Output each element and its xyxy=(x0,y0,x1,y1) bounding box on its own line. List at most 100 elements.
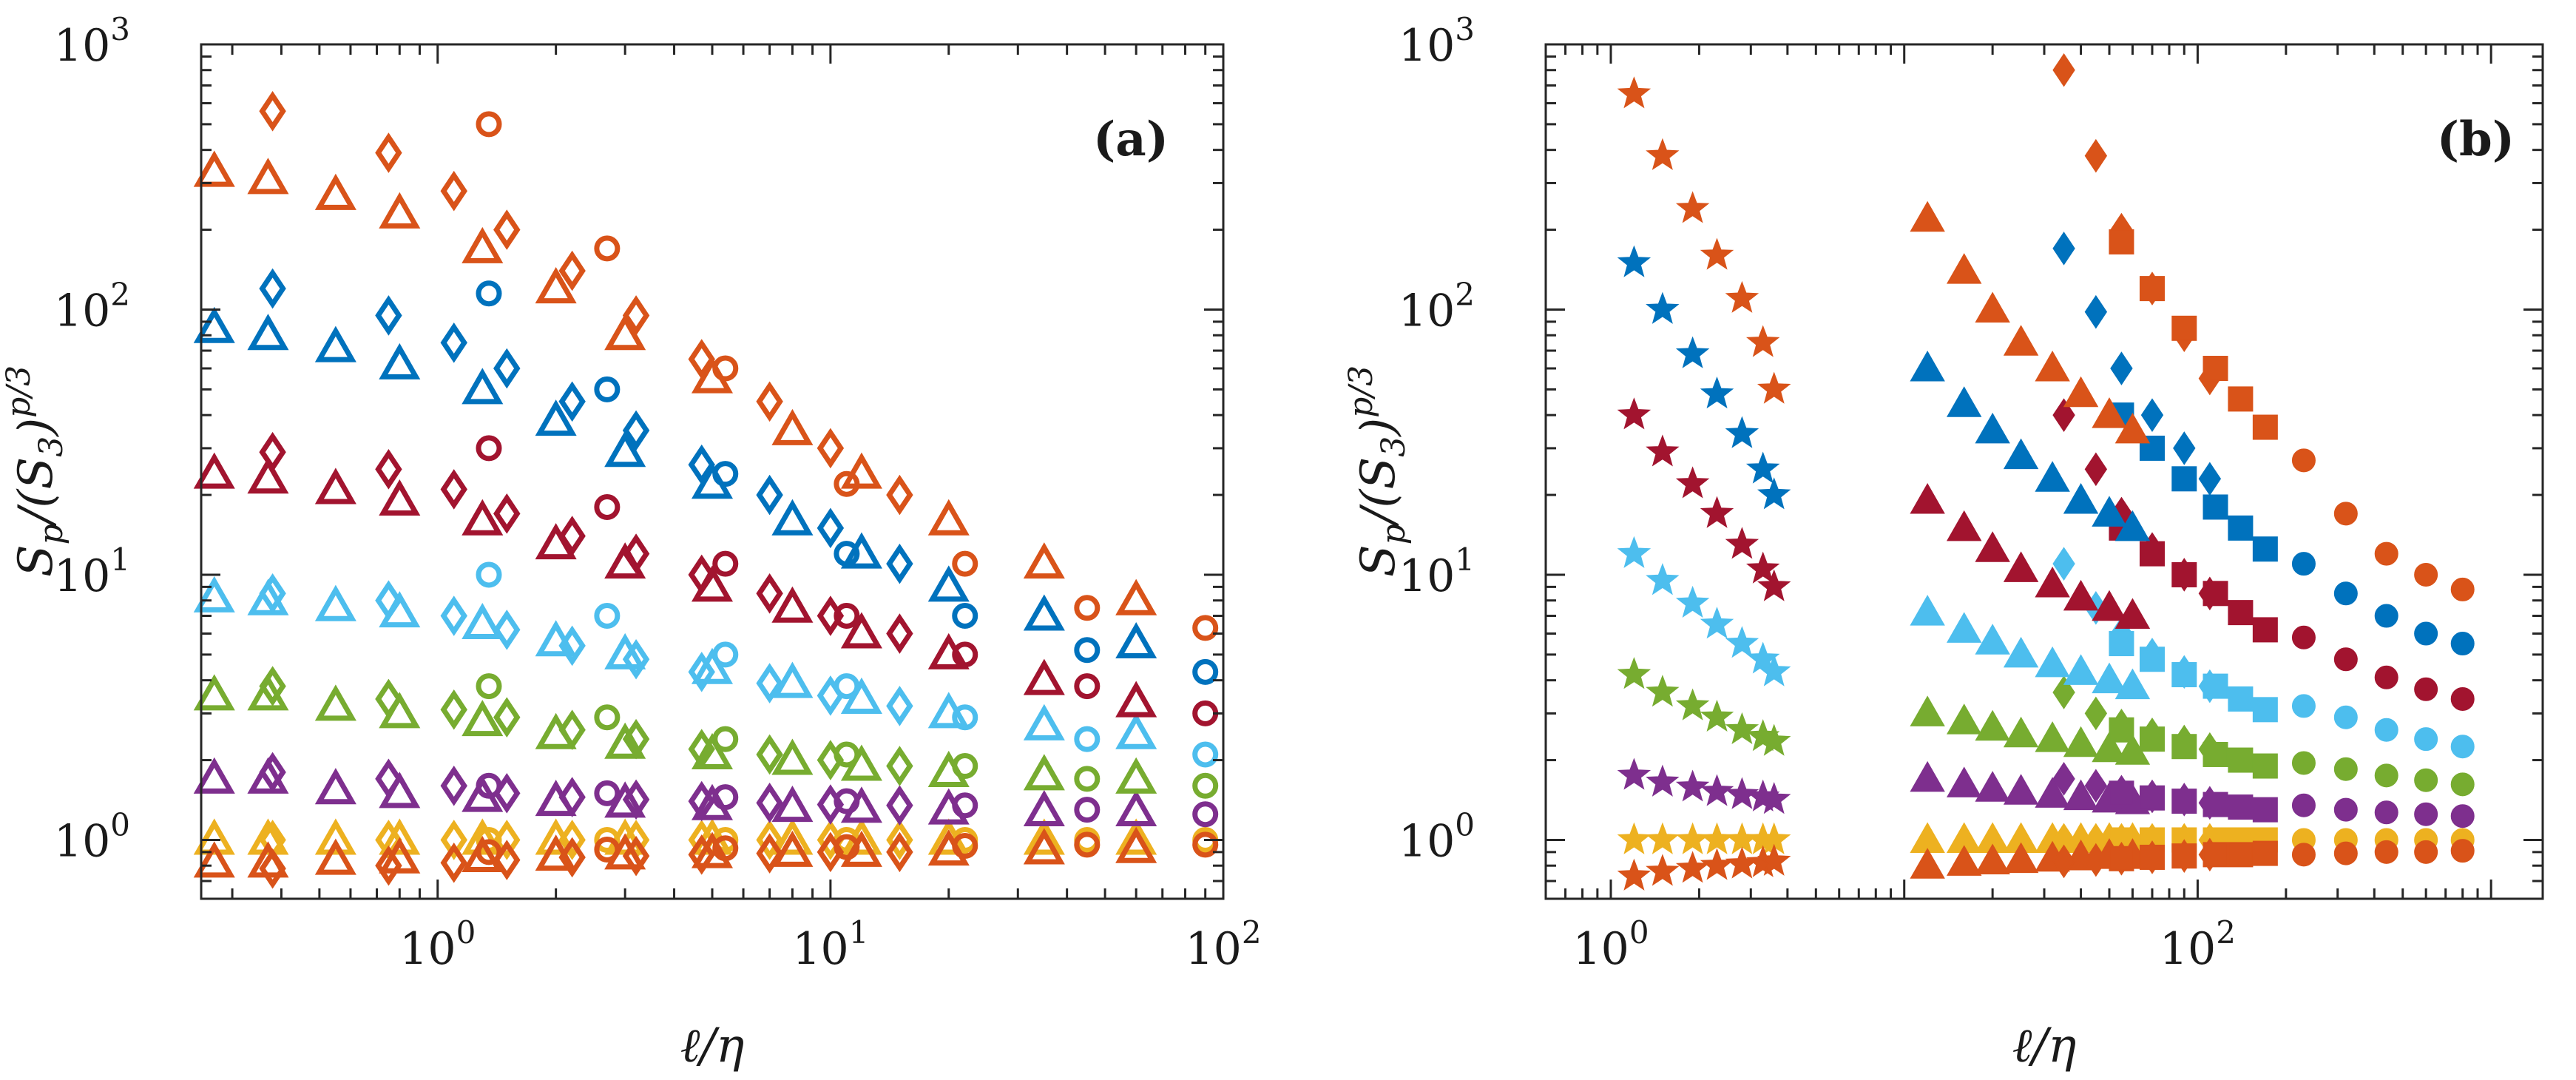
marker-p7-triangle-0 xyxy=(1910,351,1945,382)
marker-p5-star-5 xyxy=(1745,641,1780,674)
marker-p7-triangle-5 xyxy=(535,399,577,436)
marker-p6-square-5 xyxy=(2252,617,2278,643)
marker-p8-diamond-5 xyxy=(622,295,650,336)
marker-p2-diamond-2 xyxy=(440,843,467,883)
marker-p5-diamond-7 xyxy=(756,663,783,703)
y-tick-label-0: 100 xyxy=(1399,806,1475,867)
marker-p7-diamond-5 xyxy=(2198,462,2222,496)
marker-p3-diamond-0 xyxy=(259,752,286,793)
marker-p4-circle-1 xyxy=(2333,757,2358,781)
marker-p6-circle-6 xyxy=(1192,700,1219,726)
marker-p5-triangle-7 xyxy=(691,647,734,684)
marker-p8-circle-0 xyxy=(476,111,502,138)
panel-a-xlabel: ℓ/η xyxy=(680,1019,745,1073)
marker-p5-triangle-4 xyxy=(462,602,504,640)
marker-p4-circle-3 xyxy=(2414,768,2438,792)
marker-p8-triangle-11 xyxy=(1023,542,1065,579)
marker-p4-square-4 xyxy=(2228,747,2254,773)
marker-p5-triangle-0 xyxy=(193,576,235,612)
marker-p3-square-4 xyxy=(2228,794,2254,820)
marker-p3-diamond-4 xyxy=(558,777,586,817)
marker-p3-circle-4 xyxy=(2450,804,2475,828)
panel-b-ticks xyxy=(1544,43,2543,900)
marker-p6-diamond-0 xyxy=(2052,398,2075,432)
marker-p7-diamond-3 xyxy=(2140,398,2164,432)
marker-p7-triangle-1 xyxy=(1946,386,1982,417)
marker-p5-square-2 xyxy=(2171,662,2197,688)
marker-p7-triangle-12 xyxy=(1115,622,1157,659)
x-tick-label-1: 102 xyxy=(2160,914,2236,975)
marker-p5-circle-1 xyxy=(594,603,621,630)
marker-p8-triangle-1 xyxy=(247,158,289,195)
marker-p6-diamond-5 xyxy=(622,533,650,574)
marker-p6-star-1 xyxy=(1646,434,1680,467)
marker-p5-triangle-0 xyxy=(1910,595,1945,626)
marker-p8-diamond-0 xyxy=(259,90,286,132)
marker-p4-diamond-7 xyxy=(756,734,783,775)
marker-p2-diamond-7 xyxy=(756,833,783,874)
marker-p2-diamond-0 xyxy=(259,848,286,889)
marker-p7-diamond-2 xyxy=(440,322,467,363)
marker-p7-star-0 xyxy=(1617,245,1652,277)
marker-p8-square-1 xyxy=(2139,276,2165,302)
marker-p2-diamond-4 xyxy=(558,837,586,878)
marker-p4-circle-2 xyxy=(2374,763,2398,788)
panel-a-tick-labels: 100 101 102 100 101 102 103 xyxy=(54,11,1262,975)
marker-p3-diamond-1 xyxy=(2084,769,2108,803)
marker-p4-triangle-0 xyxy=(193,674,235,711)
marker-p7-square-5 xyxy=(2252,536,2278,562)
marker-p4-circle-6 xyxy=(1192,772,1219,799)
marker-p8-triangle-4 xyxy=(2035,351,2070,382)
marker-p2-diamond-6 xyxy=(688,834,715,875)
marker-p2-circle-5 xyxy=(1074,831,1101,858)
marker-p8-diamond-3 xyxy=(493,209,521,250)
marker-p7-circle-6 xyxy=(1192,658,1219,685)
marker-p2-diamond-0 xyxy=(2052,844,2075,879)
marker-p3-triangle-9 xyxy=(840,786,882,823)
marker-p3-triangle-12 xyxy=(1115,789,1157,827)
marker-p4-triangle-0 xyxy=(1910,695,1945,726)
marker-p4-triangle-1 xyxy=(1946,703,1982,735)
marker-p2-triangle-1 xyxy=(1946,845,1982,876)
marker-p7-diamond-6 xyxy=(688,444,715,485)
panel-b-tick-labels: 100 102 100 101 102 103 xyxy=(1399,11,2236,975)
marker-p8-triangle-3 xyxy=(2003,325,2039,356)
marker-p2-circle-6 xyxy=(1192,831,1219,858)
marker-p2-diamond-1 xyxy=(375,845,402,886)
marker-p4-star-3 xyxy=(1700,699,1734,732)
marker-p4-triangle-3 xyxy=(2003,716,2039,748)
marker-p2-circle-4 xyxy=(2450,839,2475,863)
marker-p4-star-6 xyxy=(1757,723,1791,756)
marker-p2-circle-1 xyxy=(2333,841,2358,865)
marker-p4-diamond-1 xyxy=(2084,696,2108,731)
marker-p5-circle-4 xyxy=(2450,735,2475,759)
marker-p6-square-1 xyxy=(2139,541,2165,567)
marker-p8-star-3 xyxy=(1700,237,1734,270)
marker-p2-circle-2 xyxy=(2374,840,2398,864)
marker-p6-triangle-2 xyxy=(314,468,356,504)
marker-p6-diamond-4 xyxy=(558,516,586,556)
marker-p8-square-5 xyxy=(2252,414,2278,440)
marker-p2-circle-4 xyxy=(952,832,978,859)
marker-p8-circle-4 xyxy=(952,550,978,577)
marker-p6-circle-1 xyxy=(2333,647,2358,672)
marker-p4-triangle-7 xyxy=(691,732,734,769)
marker-p5-diamond-5 xyxy=(622,638,650,680)
marker-p8-triangle-10 xyxy=(927,499,970,536)
marker-p4-triangle-4 xyxy=(2035,721,2070,752)
panel-b-marks xyxy=(1617,53,2475,891)
marker-p6-star-5 xyxy=(1745,551,1780,584)
marker-p7-diamond-7 xyxy=(756,474,783,516)
marker-p2-circle-2 xyxy=(712,835,739,862)
marker-p7-circle-0 xyxy=(476,280,502,307)
marker-p4-diamond-2 xyxy=(440,689,467,730)
marker-p8-star-5 xyxy=(1745,325,1780,357)
marker-p7-diamond-0 xyxy=(2052,232,2075,266)
marker-p5-triangle-2 xyxy=(1975,624,2010,655)
marker-p6-triangle-4 xyxy=(2035,566,2070,598)
marker-p8-triangle-2 xyxy=(1975,291,2010,323)
marker-p5-square-1 xyxy=(2139,647,2165,672)
marker-p3-diamond-5 xyxy=(622,779,650,820)
marker-p6-circle-4 xyxy=(952,641,978,668)
